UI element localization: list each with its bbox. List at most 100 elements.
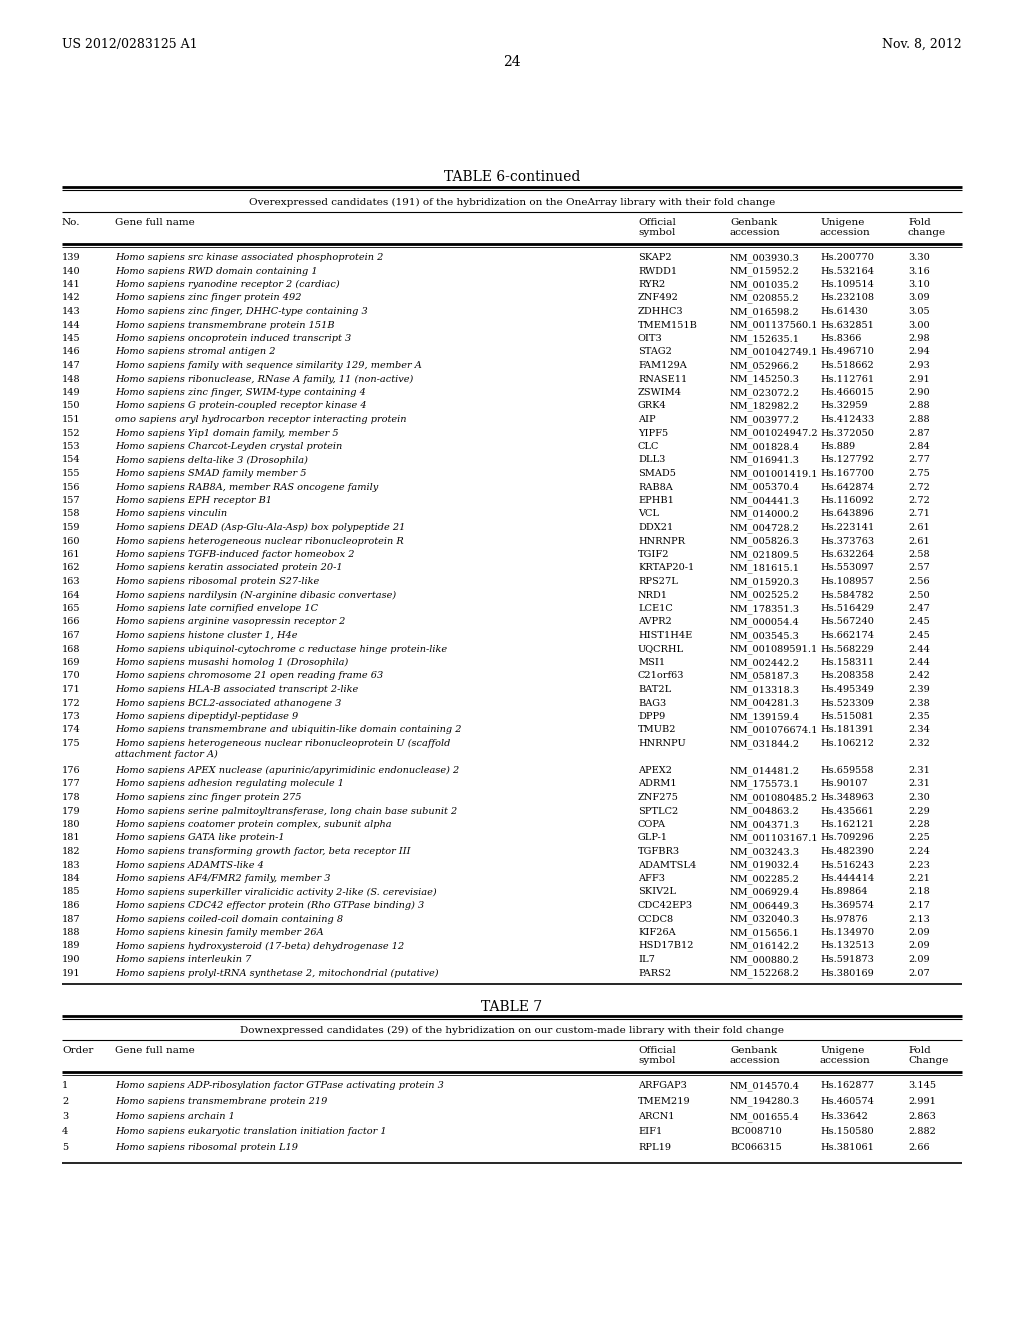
Text: 152: 152 bbox=[62, 429, 81, 437]
Text: Hs.632264: Hs.632264 bbox=[820, 550, 874, 558]
Text: BC066315: BC066315 bbox=[730, 1143, 781, 1152]
Text: NM_020855.2: NM_020855.2 bbox=[730, 293, 800, 304]
Text: Homo sapiens superkiller viralicidic activity 2-like (S. cerevisiae): Homo sapiens superkiller viralicidic act… bbox=[115, 887, 436, 896]
Text: Order: Order bbox=[62, 1045, 93, 1055]
Text: Hs.553097: Hs.553097 bbox=[820, 564, 873, 573]
Text: COPA: COPA bbox=[638, 820, 666, 829]
Text: RPS27L: RPS27L bbox=[638, 577, 678, 586]
Text: Hs.8366: Hs.8366 bbox=[820, 334, 861, 343]
Text: Hs.659558: Hs.659558 bbox=[820, 766, 873, 775]
Text: Homo sapiens ribosomal protein S27-like: Homo sapiens ribosomal protein S27-like bbox=[115, 577, 319, 586]
Text: 170: 170 bbox=[62, 672, 81, 681]
Text: NM_002442.2: NM_002442.2 bbox=[730, 657, 800, 668]
Text: Hs.162877: Hs.162877 bbox=[820, 1081, 874, 1090]
Text: 2.58: 2.58 bbox=[908, 550, 930, 558]
Text: 2.88: 2.88 bbox=[908, 414, 930, 424]
Text: Hs.567240: Hs.567240 bbox=[820, 618, 873, 627]
Text: 167: 167 bbox=[62, 631, 81, 640]
Text: Homo sapiens arginine vasopressin receptor 2: Homo sapiens arginine vasopressin recept… bbox=[115, 618, 345, 627]
Text: 2.56: 2.56 bbox=[908, 577, 930, 586]
Text: 180: 180 bbox=[62, 820, 81, 829]
Text: EIF1: EIF1 bbox=[638, 1127, 663, 1137]
Text: Hs.632851: Hs.632851 bbox=[820, 321, 873, 330]
Text: SKIV2L: SKIV2L bbox=[638, 887, 676, 896]
Text: NM_001024947.2: NM_001024947.2 bbox=[730, 429, 818, 438]
Text: Homo sapiens APEX nuclease (apurinic/apyrimidinic endonuclease) 2: Homo sapiens APEX nuclease (apurinic/apy… bbox=[115, 766, 459, 775]
Text: NM_014481.2: NM_014481.2 bbox=[730, 766, 800, 776]
Text: Hs.89864: Hs.89864 bbox=[820, 887, 867, 896]
Text: 2.72: 2.72 bbox=[908, 483, 930, 491]
Text: Homo sapiens delta-like 3 (Drosophila): Homo sapiens delta-like 3 (Drosophila) bbox=[115, 455, 308, 465]
Text: Hs.167700: Hs.167700 bbox=[820, 469, 873, 478]
Text: 181: 181 bbox=[62, 833, 81, 842]
Text: NM_002285.2: NM_002285.2 bbox=[730, 874, 800, 883]
Text: Homo sapiens histone cluster 1, H4e: Homo sapiens histone cluster 1, H4e bbox=[115, 631, 298, 640]
Text: Hs.108957: Hs.108957 bbox=[820, 577, 873, 586]
Text: HIST1H4E: HIST1H4E bbox=[638, 631, 692, 640]
Text: 3: 3 bbox=[62, 1111, 69, 1121]
Text: Homo sapiens keratin associated protein 20-1: Homo sapiens keratin associated protein … bbox=[115, 564, 343, 573]
Text: NM_001035.2: NM_001035.2 bbox=[730, 280, 800, 289]
Text: Hs.466015: Hs.466015 bbox=[820, 388, 873, 397]
Text: NM_001001419.1: NM_001001419.1 bbox=[730, 469, 818, 479]
Text: Hs.208358: Hs.208358 bbox=[820, 672, 873, 681]
Text: RYR2: RYR2 bbox=[638, 280, 666, 289]
Text: Homo sapiens heterogeneous nuclear ribonucleoprotein U (scaffold
attachment fact: Homo sapiens heterogeneous nuclear ribon… bbox=[115, 739, 451, 759]
Text: Homo sapiens eukaryotic translation initiation factor 1: Homo sapiens eukaryotic translation init… bbox=[115, 1127, 387, 1137]
Text: Hs.518662: Hs.518662 bbox=[820, 360, 873, 370]
Text: 2.91: 2.91 bbox=[908, 375, 930, 384]
Text: Homo sapiens ryanodine receptor 2 (cardiac): Homo sapiens ryanodine receptor 2 (cardi… bbox=[115, 280, 340, 289]
Text: 3.09: 3.09 bbox=[908, 293, 930, 302]
Text: Hs.373763: Hs.373763 bbox=[820, 536, 874, 545]
Text: NM_175573.1: NM_175573.1 bbox=[730, 780, 800, 789]
Text: 176: 176 bbox=[62, 766, 81, 775]
Text: 187: 187 bbox=[62, 915, 81, 924]
Text: ARFGAP3: ARFGAP3 bbox=[638, 1081, 687, 1090]
Text: Homo sapiens ADP-ribosylation factor GTPase activating protein 3: Homo sapiens ADP-ribosylation factor GTP… bbox=[115, 1081, 443, 1090]
Text: 155: 155 bbox=[62, 469, 81, 478]
Text: Hs.97876: Hs.97876 bbox=[820, 915, 867, 924]
Text: AIP: AIP bbox=[638, 414, 655, 424]
Text: Gene full name: Gene full name bbox=[115, 1045, 195, 1055]
Text: Homo sapiens family with sequence similarity 129, member A: Homo sapiens family with sequence simila… bbox=[115, 360, 422, 370]
Text: SPTLC2: SPTLC2 bbox=[638, 807, 678, 816]
Text: NM_013318.3: NM_013318.3 bbox=[730, 685, 800, 694]
Text: Unigene
accession: Unigene accession bbox=[820, 1045, 870, 1065]
Text: Hs.591873: Hs.591873 bbox=[820, 954, 873, 964]
Text: Homo sapiens HLA-B associated transcript 2-like: Homo sapiens HLA-B associated transcript… bbox=[115, 685, 358, 694]
Text: Hs.495349: Hs.495349 bbox=[820, 685, 873, 694]
Text: Homo sapiens interleukin 7: Homo sapiens interleukin 7 bbox=[115, 954, 251, 964]
Text: Hs.643896: Hs.643896 bbox=[820, 510, 873, 519]
Text: 139: 139 bbox=[62, 253, 81, 261]
Text: NM_001080485.2: NM_001080485.2 bbox=[730, 793, 818, 803]
Text: 174: 174 bbox=[62, 726, 81, 734]
Text: Hs.116092: Hs.116092 bbox=[820, 496, 873, 506]
Text: Homo sapiens oncoprotein induced transcript 3: Homo sapiens oncoprotein induced transcr… bbox=[115, 334, 351, 343]
Text: 2.21: 2.21 bbox=[908, 874, 930, 883]
Text: NM_000054.4: NM_000054.4 bbox=[730, 618, 800, 627]
Text: NM_001828.4: NM_001828.4 bbox=[730, 442, 800, 451]
Text: TMUB2: TMUB2 bbox=[638, 726, 677, 734]
Text: Homo sapiens zinc finger protein 492: Homo sapiens zinc finger protein 492 bbox=[115, 293, 301, 302]
Text: NM_004863.2: NM_004863.2 bbox=[730, 807, 800, 816]
Text: US 2012/0283125 A1: US 2012/0283125 A1 bbox=[62, 38, 198, 51]
Text: 171: 171 bbox=[62, 685, 81, 694]
Text: 161: 161 bbox=[62, 550, 81, 558]
Text: 164: 164 bbox=[62, 590, 81, 599]
Text: 2.94: 2.94 bbox=[908, 347, 930, 356]
Text: 146: 146 bbox=[62, 347, 81, 356]
Text: Hs.523309: Hs.523309 bbox=[820, 698, 873, 708]
Text: RNASE11: RNASE11 bbox=[638, 375, 687, 384]
Text: Homo sapiens Yip1 domain family, member 5: Homo sapiens Yip1 domain family, member … bbox=[115, 429, 339, 437]
Text: 2.863: 2.863 bbox=[908, 1111, 936, 1121]
Text: Official
symbol: Official symbol bbox=[638, 218, 676, 238]
Text: NM_145250.3: NM_145250.3 bbox=[730, 375, 800, 384]
Text: Homo sapiens nardilysin (N-arginine dibasic convertase): Homo sapiens nardilysin (N-arginine diba… bbox=[115, 590, 396, 599]
Text: 2.38: 2.38 bbox=[908, 698, 930, 708]
Text: OIT3: OIT3 bbox=[638, 334, 663, 343]
Text: No.: No. bbox=[62, 218, 81, 227]
Text: 3.16: 3.16 bbox=[908, 267, 930, 276]
Text: AVPR2: AVPR2 bbox=[638, 618, 672, 627]
Text: Hs.460574: Hs.460574 bbox=[820, 1097, 873, 1106]
Text: Hs.709296: Hs.709296 bbox=[820, 833, 873, 842]
